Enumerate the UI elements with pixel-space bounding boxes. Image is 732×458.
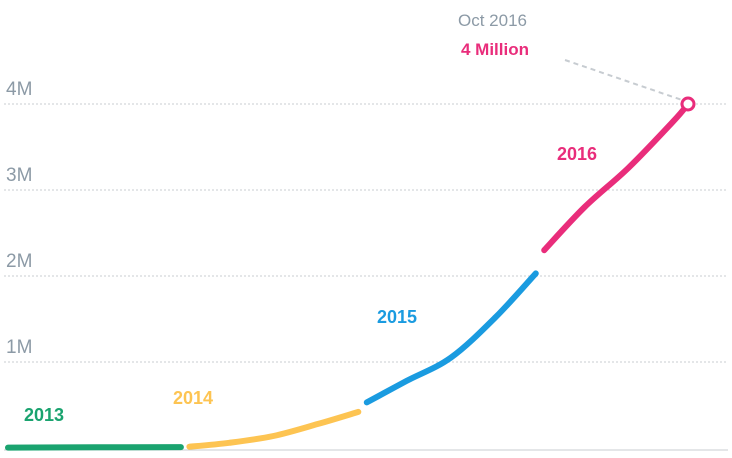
annotation-layer: Oct 2016 4 Million	[458, 11, 696, 112]
series-label-2015: 2015	[377, 307, 417, 327]
annotation-date-label: Oct 2016	[458, 11, 527, 30]
series-line-2014	[186, 408, 362, 450]
y-tick-label: 1M	[6, 337, 32, 358]
series-layer	[5, 101, 691, 451]
series-label-layer: 2013 2014 2015 2016	[24, 144, 597, 425]
series-label-2016: 2016	[557, 144, 597, 164]
annotation-leader-line	[564, 59, 683, 101]
y-tick-label: 4M	[6, 79, 32, 100]
y-tick-label: 2M	[6, 251, 32, 272]
series-label-2013: 2013	[24, 405, 64, 425]
y-tick-label: 3M	[6, 165, 32, 186]
annotation-value-label: 4 Million	[461, 40, 529, 59]
grid-layer: 1M 2M 3M 4M	[4, 79, 728, 451]
annotation-marker	[680, 96, 696, 112]
series-line-2016	[541, 101, 691, 254]
series-label-2014: 2014	[173, 388, 213, 408]
series-line-2013	[5, 444, 184, 451]
series-line-2015	[363, 270, 539, 406]
